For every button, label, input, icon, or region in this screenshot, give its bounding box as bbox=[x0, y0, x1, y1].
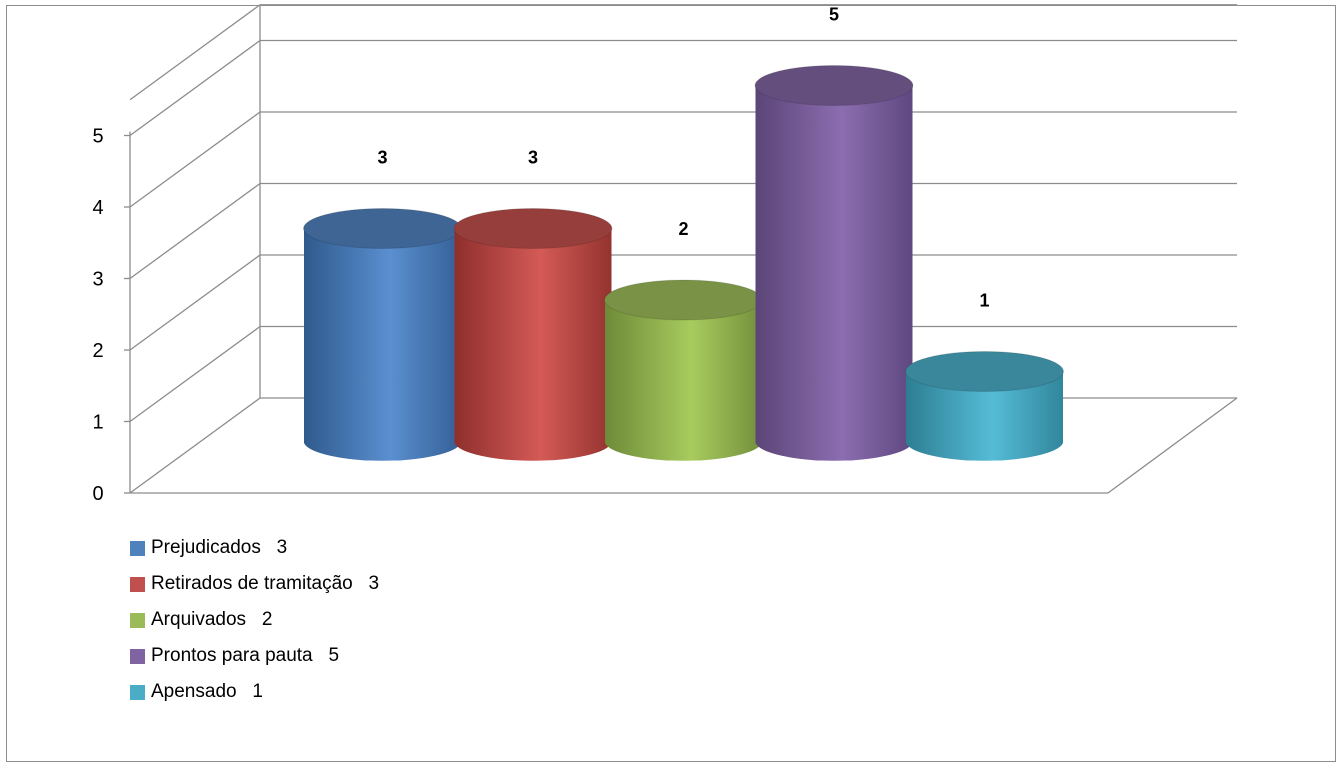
data-label: 3 bbox=[528, 148, 538, 168]
y-tick-label: 5 bbox=[92, 126, 103, 148]
bar bbox=[754, 65, 914, 461]
gridline-side bbox=[129, 39, 261, 137]
data-label: 3 bbox=[377, 148, 387, 168]
y-tick-label: 1 bbox=[92, 412, 103, 434]
legend-item: Retirados de tramitação 3 bbox=[130, 566, 379, 602]
bar-body bbox=[755, 85, 913, 461]
bar-body bbox=[906, 371, 1063, 461]
bar bbox=[604, 279, 763, 461]
legend-swatch bbox=[130, 612, 145, 628]
bar-top bbox=[754, 65, 914, 106]
bar-body bbox=[454, 228, 612, 461]
y-tick-label: 0 bbox=[92, 483, 103, 505]
legend-item: Prontos para pauta 5 bbox=[130, 638, 379, 674]
legend-swatch bbox=[130, 576, 145, 592]
y-tick-label: 4 bbox=[92, 197, 103, 219]
bar bbox=[303, 208, 462, 461]
legend-label: Apensado 1 bbox=[151, 681, 263, 702]
legend-label: Arquivados 2 bbox=[151, 609, 273, 630]
gridline-side bbox=[129, 325, 261, 423]
legend-swatch bbox=[130, 540, 145, 556]
legend-label: Prejudicados 3 bbox=[151, 537, 288, 558]
data-label: 1 bbox=[979, 291, 989, 311]
legend-label: Prontos para pauta 5 bbox=[151, 645, 340, 666]
bar-top bbox=[303, 208, 462, 249]
bar-top bbox=[905, 351, 1064, 392]
legend-item: Prejudicados 3 bbox=[130, 530, 379, 566]
bar bbox=[453, 208, 613, 461]
data-label: 5 bbox=[829, 5, 839, 25]
legend-item: Apensado 1 bbox=[130, 674, 379, 710]
y-tick-label: 2 bbox=[92, 340, 103, 362]
legend-label: Retirados de tramitação 3 bbox=[151, 573, 380, 594]
gridline-side bbox=[129, 111, 261, 208]
legend: Prejudicados 3 Retirados de tramitação 3… bbox=[130, 530, 379, 710]
y-tick-label: 3 bbox=[92, 269, 103, 291]
bar-top bbox=[604, 279, 763, 321]
bar-body bbox=[605, 300, 762, 461]
gridline-side bbox=[129, 397, 261, 494]
gridline-side bbox=[129, 4, 261, 101]
bar-top bbox=[453, 208, 613, 249]
data-label: 2 bbox=[678, 219, 688, 239]
legend-swatch bbox=[130, 684, 145, 700]
legend-item: Arquivados 2 bbox=[130, 602, 379, 638]
bar-body bbox=[304, 228, 461, 461]
gridline-side bbox=[129, 182, 261, 280]
bar bbox=[905, 351, 1064, 461]
floor-edge bbox=[130, 397, 1238, 494]
legend-swatch bbox=[130, 648, 145, 664]
gridline-side bbox=[129, 254, 261, 351]
